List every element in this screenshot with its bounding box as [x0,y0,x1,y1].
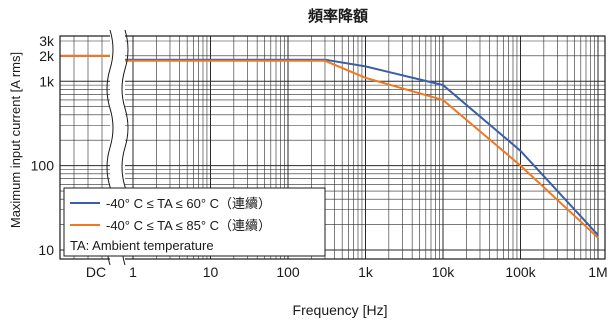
legend-box [63,187,326,257]
chart-title: 頻率降額 [308,7,368,25]
y-tick-label: 10 [38,242,54,258]
y-tick-label: 1k [39,73,55,89]
y-tick-label: 3k [39,33,55,49]
series-1-line [125,58,599,236]
y-tick-label: 100 [31,158,55,174]
x-tick-label: 1 [129,264,137,280]
series-lines [60,54,599,239]
x-tick-label: 10k [432,264,456,280]
legend-label-series-1: -40° C ≤ TA ≤ 60° C（連續） [106,196,271,211]
legend: -40° C ≤ TA ≤ 60° C（連續） -40° C ≤ TA ≤ 85… [63,187,326,257]
y-tick-label: 2k [39,48,55,64]
series-2-line [125,59,599,239]
legend-label-series-2: -40° C ≤ TA ≤ 85° C（連續） [106,218,271,233]
x-tick-label: DC [86,264,106,280]
legend-note: TA: Ambient temperature [70,238,214,253]
y-axis-label: Maximum input current [A rms] [8,52,23,228]
x-tick-label: 100k [505,264,536,280]
x-axis-label: Frequency [Hz] [293,302,388,318]
plot-frame [59,35,606,260]
x-tick-label: 1M [588,264,607,280]
x-tick-label: 1k [358,264,374,280]
x-tick-label: 100 [276,264,300,280]
x-tick-label: 10 [203,264,219,280]
